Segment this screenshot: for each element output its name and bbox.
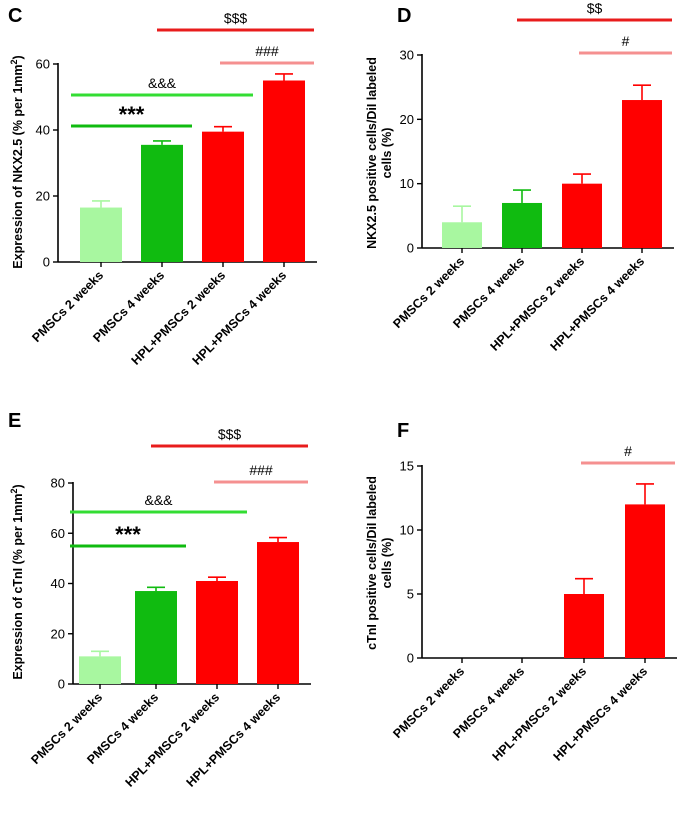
y-axis-label-line: cTnI positive cells/DiI labeled <box>365 476 379 650</box>
y-tick-label: 30 <box>400 48 414 63</box>
y-axis-label: Expression of cTnI (% per 1mm2) <box>9 484 25 679</box>
significance-label: *** <box>119 102 145 127</box>
significance-label: $$$ <box>224 10 248 26</box>
bar <box>257 542 299 684</box>
y-axis-label-text: Expression of cTnI (% per 1mm <box>11 494 25 680</box>
y-tick-label: 40 <box>51 576 65 591</box>
bar <box>562 183 602 248</box>
y-tick-label: 20 <box>400 112 414 127</box>
bar <box>442 222 482 248</box>
y-tick-label: 5 <box>407 587 414 602</box>
y-tick-label: 60 <box>36 57 50 72</box>
significance-label: $$ <box>587 0 603 16</box>
significance-label: &&& <box>148 75 177 91</box>
panel-label: D <box>397 5 411 27</box>
y-axis-label-text: ) <box>11 55 25 59</box>
bar <box>625 504 665 658</box>
y-axis-label: NKX2.5 positive cells/DiI labeledcells (… <box>365 57 394 249</box>
bar <box>263 80 305 262</box>
y-axis-label-text: Expression of NKX2.5 (% per 1mm <box>11 64 25 268</box>
y-tick-label: 40 <box>36 123 50 138</box>
bar <box>135 591 177 684</box>
bar <box>196 580 238 684</box>
y-axis-label-sup: 2 <box>9 488 19 493</box>
bar <box>202 131 244 262</box>
y-tick-label: 0 <box>43 255 50 270</box>
y-axis-label-line: cells (%) <box>380 128 394 179</box>
bar <box>502 202 542 248</box>
y-axis-label-line: NKX2.5 positive cells/DiI labeled <box>365 57 379 249</box>
panel-c: C 0 20 40 60 Expression of NKX2.5 (% per 1mm2… <box>8 5 317 368</box>
y-tick-label: 0 <box>407 651 414 666</box>
y-tick-label: 60 <box>51 526 65 541</box>
significance-label: ### <box>249 462 273 478</box>
y-axis-label-sup: 2 <box>9 59 19 64</box>
bar <box>622 100 662 249</box>
y-tick-label: 0 <box>407 241 414 256</box>
y-tick-label: 10 <box>400 176 414 191</box>
significance-label: # <box>622 33 630 49</box>
bar <box>80 207 122 262</box>
panel-f: F 0 5 10 15 cTnI positive cells/DiI labeledce… <box>365 420 677 764</box>
y-axis-label-text: ) <box>11 484 25 488</box>
significance-label: # <box>624 443 632 459</box>
panel-label: C <box>8 5 22 27</box>
y-tick-label: 80 <box>51 476 65 491</box>
y-tick-label: 20 <box>51 626 65 641</box>
y-tick-label: 15 <box>400 459 414 474</box>
significance-label: ### <box>255 43 279 59</box>
panel-e: E 0 20 40 60 80 Expression of cTnI (% per 1mm2… <box>8 410 311 790</box>
bar <box>564 594 604 658</box>
panel-label: E <box>8 410 21 432</box>
bar <box>141 144 183 262</box>
significance-label: $$$ <box>218 426 242 442</box>
y-tick-label: 10 <box>400 523 414 538</box>
panel-d: D 0 10 20 30 NKX2.5 positive cells/DiI labele… <box>365 0 674 354</box>
y-axis-label: cTnI positive cells/DiI labeledcells (%) <box>365 476 394 650</box>
y-tick-label: 20 <box>36 189 50 204</box>
y-axis-label: Expression of NKX2.5 (% per 1mm2) <box>9 55 25 268</box>
significance-label: *** <box>115 522 141 547</box>
significance-label: &&& <box>144 492 173 508</box>
y-tick-label: 0 <box>58 677 65 692</box>
bar <box>79 656 121 684</box>
y-axis-label-line: cells (%) <box>380 538 394 589</box>
panel-label: F <box>397 420 409 442</box>
